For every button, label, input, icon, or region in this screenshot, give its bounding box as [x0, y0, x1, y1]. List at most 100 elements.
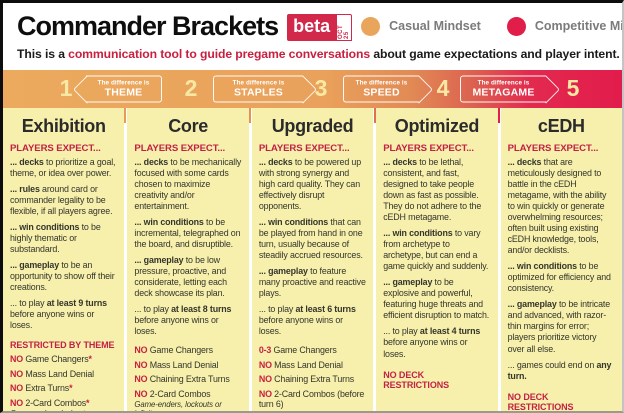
- no-deck-restrictions: NO DECK RESTRICTIONS: [507, 391, 574, 412]
- text-segment: ... decks: [134, 157, 169, 167]
- restrictions-heading: RESTRICTED BY THEME: [10, 340, 115, 351]
- deck-restriction: NO 2-Card Combos*: [10, 398, 117, 408]
- casual-mindset-dot-icon: [361, 16, 381, 36]
- expectation-text: ... to play at least 9 turns before anyo…: [10, 298, 117, 331]
- text-segment: NO: [134, 374, 148, 385]
- title-row: Commander Brackets beta OCT 25 Casual Mi…: [17, 10, 622, 42]
- text-segment: Extra Turns: [23, 383, 70, 394]
- text-segment: Game Changers: [23, 354, 89, 365]
- text-segment: ... gameplay: [507, 299, 557, 310]
- bracket-scale-bar: 1 2 3 4 5 The difference is THEME The differenc…: [3, 70, 622, 123]
- text-segment: before anyone wins or loses.: [10, 309, 95, 331]
- column-title: Exhibition: [21, 116, 106, 136]
- badge-connector-line: [498, 108, 500, 123]
- beta-date-tag: OCT 25: [336, 13, 353, 41]
- bracket-number-2: 2: [184, 74, 198, 101]
- restriction-note: Game-enders, lockouts or infinites: [259, 410, 366, 411]
- restriction-note: Game-enders, lockouts or infinites: [10, 409, 117, 411]
- text-segment: to prioritize a goal, theme, or idea ove…: [10, 157, 116, 179]
- text-segment: 0-3: [258, 345, 272, 356]
- players-expect-heading: PLAYERS EXPECT...: [507, 143, 599, 154]
- badge-connector-line: [374, 108, 376, 123]
- text-segment: NO: [258, 374, 272, 385]
- text-segment: ... gameplay: [258, 266, 308, 277]
- deck-restriction: NO Mass Land Denial: [134, 360, 241, 370]
- header: Commander Brackets beta OCT 25 Casual Mi…: [3, 3, 622, 65]
- expectation-text: ... gameplay to be intricate and advance…: [508, 299, 615, 354]
- deck-restriction: NO 2-Card Combos (before turn 6): [259, 389, 366, 409]
- text-segment: that can be played from hand in one turn…: [258, 217, 363, 261]
- text-segment: before anyone wins or loses.: [258, 315, 343, 337]
- expectation-text: ... win conditions to be incremental, te…: [134, 217, 241, 250]
- text-segment: Mass Land Denial: [23, 368, 94, 379]
- text-segment: 2-Card Combos (before turn 6): [258, 388, 365, 409]
- expectation-text: ... to play at least 4 turns before anyo…: [383, 326, 490, 359]
- bracket-number-3: 3: [314, 74, 328, 101]
- bracket-number-5: 5: [566, 74, 580, 101]
- deck-restriction: NO Chaining Extra Turns: [259, 374, 366, 384]
- badge-prelabel: The difference is: [477, 79, 530, 87]
- page-title: Commander Brackets: [17, 10, 279, 41]
- text-segment: *: [69, 383, 73, 394]
- text-segment: at least 4 turns: [419, 326, 481, 337]
- expectation-text: ... win conditions to be highly thematic…: [10, 222, 117, 255]
- text-segment: ... to play: [383, 326, 420, 337]
- text-segment: ... win conditions: [383, 228, 453, 239]
- expectation-text: ... decks that are meticulously designed…: [508, 157, 615, 256]
- text-segment: any turn.: [507, 359, 612, 381]
- legend-competitive-mindset: Competitive Mindset: [506, 16, 622, 36]
- text-segment: to be mechanically focused with some car…: [134, 157, 242, 212]
- column-title: Core: [168, 116, 209, 136]
- deck-restriction: NO Mass Land Denial: [10, 369, 117, 379]
- badge-prelabel: The difference is: [97, 79, 150, 87]
- badge-label: THEME: [104, 86, 143, 99]
- bracket-column-cedh: cEDH PLAYERS EXPECT... ... decks that are …: [500, 108, 622, 412]
- text-segment: to be highly thematic or substandard.: [10, 222, 101, 255]
- expectation-text: ... to play at least 6 turns before anyo…: [259, 304, 366, 337]
- bracket-number-1: 1: [59, 74, 73, 101]
- text-segment: ... win conditions: [258, 217, 329, 228]
- text-segment: *: [88, 354, 92, 365]
- beta-label: beta: [287, 13, 337, 41]
- legend-casual-mindset: Casual Mindset: [361, 16, 481, 36]
- expectation-text: ... decks to be powered up with strong s…: [259, 157, 366, 212]
- deck-restriction: NO 2-Card Combos: [134, 389, 241, 399]
- text-segment: to feature many proactive and reactive p…: [258, 266, 366, 299]
- text-segment: to be an opportunity to show off their c…: [10, 260, 115, 293]
- text-segment: to be incremental, telegraphed on the bo…: [134, 217, 241, 250]
- text-segment: NO: [134, 388, 148, 399]
- text-segment: This is a: [17, 47, 69, 61]
- text-segment: Game Changers: [147, 345, 213, 356]
- difference-badge-theme: The difference is THEME: [86, 75, 162, 103]
- text-segment: to be optimized for efficiency and consi…: [507, 261, 611, 294]
- expectation-text: ... gameplay to be explosive and powerfu…: [383, 277, 490, 321]
- badge-connector-line: [124, 108, 126, 123]
- text-segment: at least 9 turns: [46, 298, 107, 309]
- deck-restriction: NO Mass Land Denial: [259, 360, 366, 370]
- expectation-text: ... games could end on any turn.: [508, 360, 615, 382]
- text-segment: Mass Land Denial: [271, 359, 343, 370]
- text-segment: ... decks: [507, 157, 542, 167]
- players-expect-heading: PLAYERS EXPECT...: [134, 143, 226, 154]
- text-segment: NO: [134, 345, 148, 356]
- text-segment: Chaining Extra Turns: [147, 374, 230, 385]
- bracket-number-4: 4: [436, 74, 450, 101]
- text-segment: ... win conditions: [507, 261, 577, 272]
- expectation-text: ... win conditions to vary from archetyp…: [383, 228, 490, 272]
- text-segment: to be lethal, consistent, and fast, desi…: [383, 157, 482, 223]
- players-expect-heading: PLAYERS EXPECT...: [258, 143, 350, 154]
- restriction-note: Game-enders, lockouts or infinites: [134, 400, 222, 411]
- bracket-column-exhibition: Exhibition PLAYERS EXPECT... ... decks to …: [3, 108, 125, 411]
- text-segment: communication tool to guide pregame conv…: [68, 47, 371, 61]
- restrictions-block: RESTRICTED BY THEME NO Game Changers* NO M…: [10, 340, 117, 411]
- text-segment: to vary from archetype to archetype, but…: [383, 228, 489, 272]
- text-segment: ... decks: [10, 157, 44, 167]
- text-segment: to be intricate and advanced, with razor…: [507, 299, 611, 354]
- badge-label: STAPLES: [233, 86, 284, 99]
- bracket-column-optimized: Optimized PLAYERS EXPECT... ... decks to b…: [376, 108, 498, 411]
- text-segment: about game expectations and player inten…: [370, 47, 620, 61]
- text-segment: NO: [10, 354, 24, 365]
- bracket-column-upgraded: Upgraded PLAYERS EXPECT... ... decks to be…: [251, 108, 374, 411]
- text-segment: Game Changers: [271, 345, 337, 356]
